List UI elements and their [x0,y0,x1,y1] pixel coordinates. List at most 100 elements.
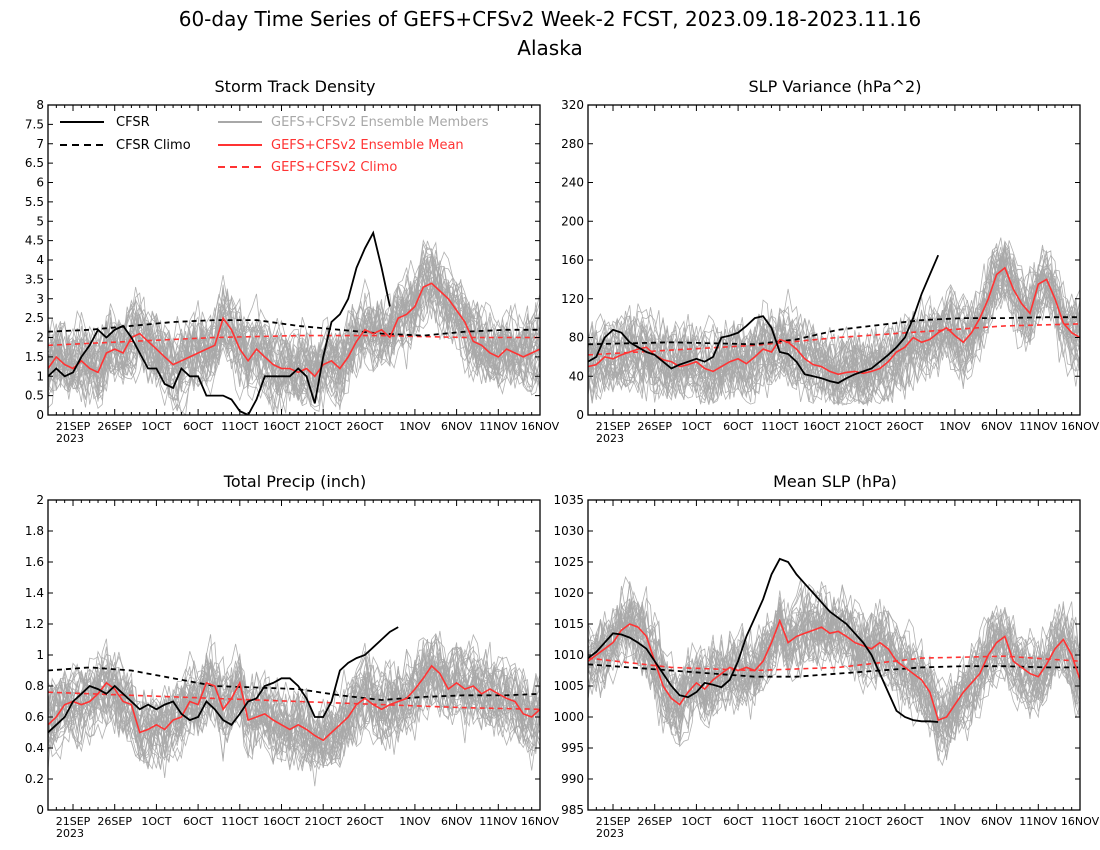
y-tick-label: 320 [561,98,584,112]
series-member-17 [48,638,540,770]
panel-title: Storm Track Density [215,77,376,96]
y-tick-label: 0.4 [25,741,44,755]
y-tick-label: 4.5 [25,234,44,248]
y-tick-label: 7.5 [25,117,44,131]
y-tick-label: 4 [36,253,44,267]
legend-label-members: GEFS+CFSv2 Ensemble Members [271,115,489,130]
series-cfsr [48,626,399,734]
x-tick-label: 26OCT [346,815,383,828]
x-tick-label: 16NOV [1061,815,1100,828]
y-tick-label: 985 [561,803,584,817]
series-member-30 [588,249,1080,403]
y-tick-label: 2.5 [25,311,44,325]
x-tick-label: 16OCT [263,420,300,433]
x-year-label: 2023 [56,432,84,445]
series-member-24 [588,608,1080,739]
x-tick-label: 11NOV [479,815,518,828]
series-cfsr-climo [588,663,1080,678]
x-year-label: 2023 [56,827,84,840]
series-cfsr [588,254,940,384]
y-tick-label: 1 [36,648,44,662]
y-tick-label: 40 [569,369,584,383]
x-year-label: 2023 [596,432,624,445]
y-tick-label: 1035 [553,493,584,507]
y-tick-label: 200 [561,214,584,228]
figure-subtitle: Alaska [517,36,582,60]
y-tick-label: 80 [569,331,584,345]
series-member-27 [588,598,1080,723]
y-tick-label: 240 [561,176,584,190]
y-tick-label: 0 [36,803,44,817]
x-tick-label: 26OCT [886,420,923,433]
series-member-34 [48,640,540,766]
series-member-31 [48,270,540,410]
x-tick-label: 16OCT [803,420,840,433]
y-tick-label: 1020 [553,586,584,600]
y-tick-label: 1.6 [25,555,44,569]
y-tick-label: 1015 [553,617,584,631]
y-tick-label: 6.5 [25,156,44,170]
x-tick-label: 6NOV [441,420,473,433]
y-tick-label: 1.4 [25,586,44,600]
y-tick-label: 1.5 [25,350,44,364]
x-tick-label: 26OCT [886,815,923,828]
legend-label-cfsr: CFSR [116,115,150,130]
x-tick-label: 21SEP [56,420,91,433]
series-member-28 [48,253,540,415]
y-tick-label: 6 [36,176,44,190]
series-member-29 [588,249,1080,405]
x-tick-label: 6OCT [183,815,213,828]
y-tick-label: 1.2 [25,617,44,631]
y-tick-label: 1 [36,369,44,383]
x-tick-label: 26SEP [97,815,132,828]
y-tick-label: 1030 [553,524,584,538]
x-tick-label: 21SEP [596,420,631,433]
y-tick-label: 5.5 [25,195,44,209]
x-tick-label: 11NOV [1019,815,1058,828]
series-cfsr [588,557,939,723]
y-tick-label: 1005 [553,679,584,693]
series-member-29 [48,648,540,764]
plot-area [588,557,1080,767]
x-tick-label: 1NOV [399,420,431,433]
x-tick-label: 16NOV [521,420,560,433]
series-gefs-cfsv2-climo [48,334,540,347]
x-tick-label: 1OCT [681,815,711,828]
x-tick-label: 16OCT [263,815,300,828]
x-tick-label: 1OCT [681,420,711,433]
series-cfsr-climo [48,666,540,701]
series-cfsr [48,230,391,415]
panel-slp-variance: SLP Variance (hPa^2) 0 40 80 120 160 200 240 28… [561,77,1099,445]
panel-title: SLP Variance (hPa^2) [749,77,922,96]
x-tick-label: 16OCT [803,815,840,828]
x-tick-label: 21SEP [56,815,91,828]
x-tick-label: 11OCT [761,815,798,828]
x-tick-label: 16NOV [521,815,560,828]
series-member-20 [588,250,1080,406]
series-gefs-cfsv2-ensemble-mean [48,664,540,742]
series-member-34 [588,583,1080,723]
x-tick-label: 1NOV [399,815,431,828]
y-tick-label: 1.8 [25,524,44,538]
series-member-26 [588,601,1080,738]
series-cfsr-climo [48,319,540,337]
y-tick-label: 0.5 [25,389,44,403]
y-tick-label: 2 [36,493,44,507]
y-tick-label: 5 [36,214,44,228]
series-member-32 [48,240,540,392]
x-tick-label: 1OCT [141,420,171,433]
y-tick-label: 0 [576,408,584,422]
series-member-34 [48,254,540,393]
x-tick-label: 26OCT [346,420,383,433]
plot-area [48,230,540,415]
x-tick-label: 11OCT [761,420,798,433]
series-gefs-cfsv2-climo [588,323,1080,356]
x-year-label: 2023 [596,827,624,840]
panel-title: Total Precip (inch) [223,472,366,491]
series-member-33 [588,597,1080,742]
x-tick-label: 21OCT [305,815,342,828]
series-cfsr-climo [588,316,1080,346]
legend-label-gefs-climo: GEFS+CFSv2 Climo [271,160,397,175]
panel-mean-slp: Mean SLP (hPa) 985 990 995 1000 1005 1010 1015… [553,472,1099,840]
